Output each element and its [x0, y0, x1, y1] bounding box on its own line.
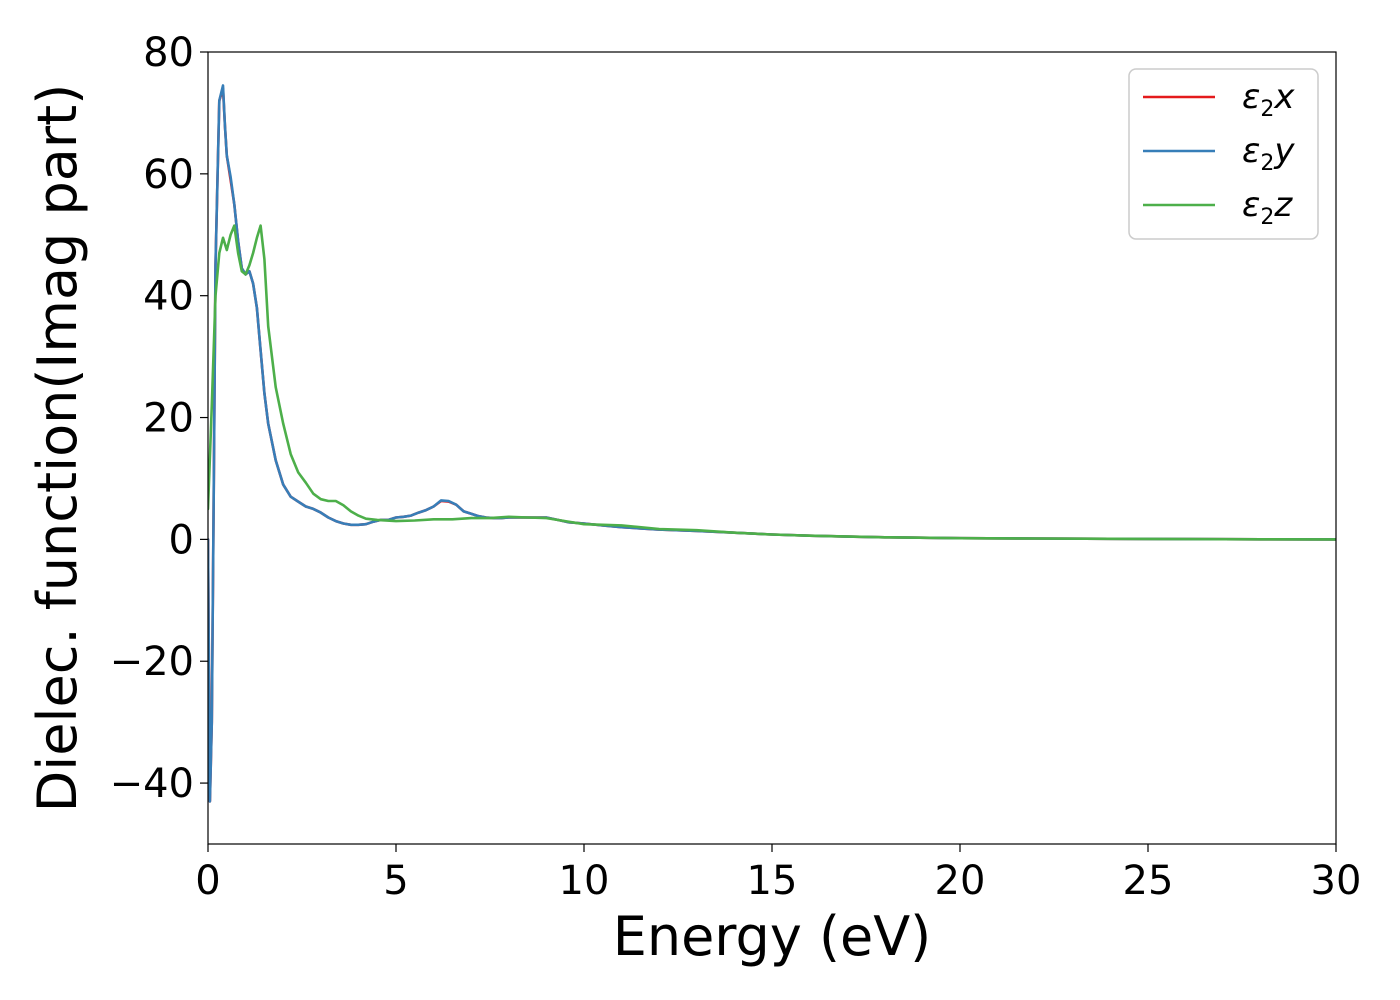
legend-epsilon: ε	[1242, 131, 1260, 171]
legend-epsilon: ε	[1242, 185, 1260, 225]
legend-subscript: 2	[1260, 205, 1274, 230]
legend-subscript: 2	[1260, 151, 1274, 176]
y-tick-label: 80	[143, 30, 194, 76]
legend-label-z: ε2z	[1242, 185, 1293, 230]
legend-label-y: ε2y	[1242, 131, 1295, 176]
legend-epsilon: ε	[1242, 77, 1260, 117]
y-axis-title: Dielec. function(Imag part)	[26, 84, 89, 813]
x-axis-title: Energy (eV)	[613, 905, 932, 968]
legend-label-x: ε2x	[1242, 77, 1295, 122]
x-tick-label: 15	[747, 858, 798, 904]
y-tick-label: 0	[169, 517, 194, 563]
legend-frame	[1128, 68, 1319, 240]
y-tick-label: 40	[143, 274, 194, 320]
series-line-z	[208, 224, 1336, 541]
y-tick-label: −40	[110, 761, 194, 807]
x-tick-label: 25	[1123, 858, 1174, 904]
x-tick-label: 5	[383, 858, 408, 904]
y-tick-label: 20	[143, 396, 194, 442]
x-tick-label: 0	[195, 858, 220, 904]
x-tick-label: 30	[1311, 858, 1362, 904]
y-tick-label: 60	[143, 152, 194, 198]
x-tick-label: 20	[935, 858, 986, 904]
legend-subscript: 2	[1260, 97, 1274, 122]
legend-component: y	[1273, 131, 1295, 171]
y-tick-label: −20	[110, 639, 194, 685]
x-tick-label: 10	[559, 858, 610, 904]
legend-component: z	[1273, 185, 1293, 225]
legend-component: x	[1273, 77, 1295, 117]
